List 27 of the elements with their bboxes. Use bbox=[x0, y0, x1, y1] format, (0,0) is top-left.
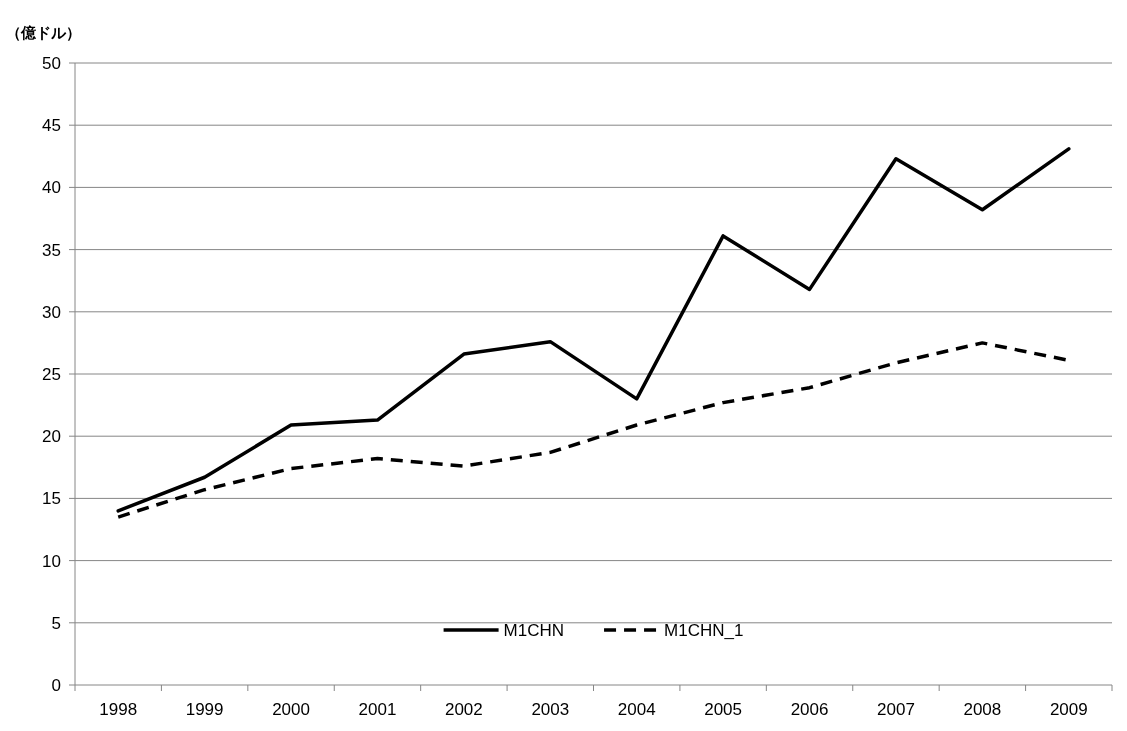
x-tick-label: 2008 bbox=[963, 700, 1002, 719]
x-tick-label: 2002 bbox=[444, 700, 483, 719]
x-tick-label: 2003 bbox=[531, 700, 570, 719]
y-tick-label: 0 bbox=[51, 676, 61, 695]
legend-label: M1CHN bbox=[503, 621, 565, 640]
y-tick-label: 45 bbox=[42, 116, 61, 136]
x-tick-label: 2000 bbox=[272, 700, 310, 719]
x-tick-label: 2007 bbox=[877, 700, 915, 719]
y-axis-title: （億ドル） bbox=[6, 24, 81, 41]
y-tick-label: 35 bbox=[42, 240, 61, 260]
y-tick-label: 40 bbox=[42, 178, 61, 198]
y-tick-label: 10 bbox=[42, 551, 61, 571]
x-tick-label: 2005 bbox=[704, 700, 743, 719]
legend-label: M1CHN_1 bbox=[664, 621, 744, 640]
x-tick-label: 2001 bbox=[358, 700, 397, 719]
y-tick-label: 15 bbox=[42, 489, 61, 509]
x-tick-label: 1998 bbox=[99, 700, 138, 719]
y-tick-label: 30 bbox=[42, 302, 61, 322]
x-tick-label: 2006 bbox=[790, 700, 829, 719]
line-series bbox=[116, 147, 1071, 513]
x-tick-label: 1999 bbox=[185, 700, 224, 719]
y-tick-label: 25 bbox=[42, 365, 61, 384]
y-tick-label: 50 bbox=[42, 54, 61, 73]
y-tick-label: 5 bbox=[51, 613, 61, 633]
x-tick-label: 2009 bbox=[1049, 700, 1088, 719]
y-tick-label: 20 bbox=[42, 427, 61, 447]
x-tick-label: 2004 bbox=[617, 700, 656, 719]
